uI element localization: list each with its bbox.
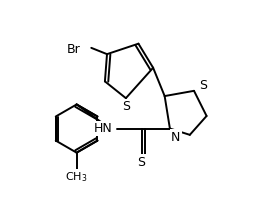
Text: N: N — [171, 131, 180, 144]
Text: Br: Br — [67, 43, 81, 57]
Text: S: S — [122, 100, 130, 113]
Text: S: S — [199, 79, 207, 92]
Text: CH$_3$: CH$_3$ — [65, 170, 88, 184]
Text: S: S — [138, 156, 146, 169]
Text: HN: HN — [93, 122, 112, 135]
